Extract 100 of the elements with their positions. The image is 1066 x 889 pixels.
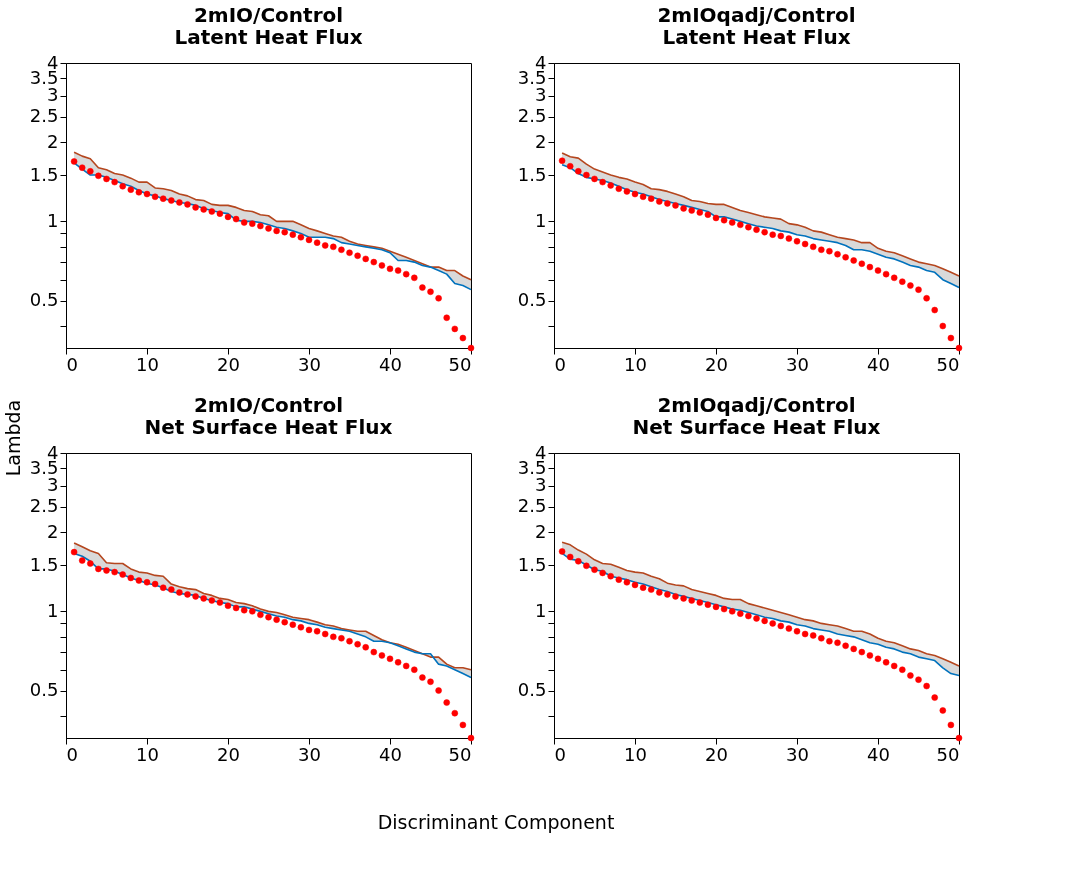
point [761,617,768,625]
y-tick-label: 2 [535,520,547,542]
point [639,584,647,591]
y-tick-label: 1 [535,599,547,621]
point [583,171,590,179]
x-tick-label: 30 [786,353,809,375]
y-tick-label: 3 [47,474,59,496]
y-tick-label: 1.5 [29,553,59,575]
point [232,604,240,612]
x-tick-label: 0 [554,743,566,765]
y-tick-label: 2.5 [517,495,547,517]
point [240,219,248,226]
point [566,163,574,170]
y-tick-label: 2.5 [29,495,59,517]
point [842,254,849,261]
point [647,586,655,593]
point [216,599,224,606]
point [257,611,264,619]
x-axis-title: Discriminant Component [377,811,615,833]
x-tick-label: 30 [298,353,321,375]
x-tick-label: 10 [624,743,647,765]
point [265,225,272,232]
point [672,202,679,209]
point [923,682,930,690]
point [591,566,598,573]
point [696,209,704,216]
point [899,278,906,285]
point [915,676,922,683]
point [688,207,695,214]
point [575,168,582,175]
point [159,584,167,591]
point [119,571,126,578]
x-tick-label: 20 [217,353,240,375]
point [249,220,256,227]
point [135,189,143,196]
point [305,236,313,244]
x-tick-label: 50 [936,743,960,765]
point [769,231,776,238]
point [346,637,353,645]
point [127,186,135,193]
point [753,226,760,233]
point [720,216,728,224]
point [899,666,906,673]
chart-title: 2mIOqadj/Control [657,393,856,417]
point [890,662,898,670]
chart-subtitle: Net Surface Heat Flux [632,415,881,439]
x-tick-label: 20 [705,743,728,765]
point [338,635,345,642]
point [451,325,459,333]
point [915,286,922,293]
point [615,185,623,193]
point [696,599,704,606]
point [623,188,631,195]
point [346,249,353,256]
point [386,265,394,273]
point [87,168,94,175]
point [87,560,94,567]
chart-title: 2mIO/Control [193,393,344,417]
point [297,234,305,241]
point [704,601,712,608]
point [257,222,264,230]
point [249,608,256,615]
point [607,572,614,580]
point [907,672,914,679]
point [558,548,566,555]
point [111,568,118,576]
x-tick-label: 50 [448,353,472,375]
y-tick-label: 1.5 [29,163,59,185]
point [680,205,687,212]
point [240,606,248,614]
x-tick-label: 10 [136,353,159,375]
point [599,569,606,577]
point [411,274,418,282]
point [842,642,849,649]
point [394,267,402,274]
y-tick-label: 0.5 [517,289,547,311]
point [224,602,232,610]
point [955,734,963,742]
point [127,574,135,582]
chart-subtitle: Latent Heat Flux [174,25,363,49]
point [273,616,280,623]
y-tick-label: 3 [47,84,59,106]
point [688,597,695,604]
point [70,158,78,165]
point [143,190,151,198]
point [232,215,240,223]
point [874,655,882,663]
x-tick-label: 40 [867,743,890,765]
point [354,640,361,648]
point [78,164,86,171]
point [330,243,337,251]
point [151,580,159,588]
point [103,567,110,574]
y-tick-label: 3 [535,474,547,496]
point [955,344,963,352]
point [273,227,280,235]
point [777,232,785,240]
point [143,579,151,586]
point [939,707,947,714]
point [281,228,288,236]
